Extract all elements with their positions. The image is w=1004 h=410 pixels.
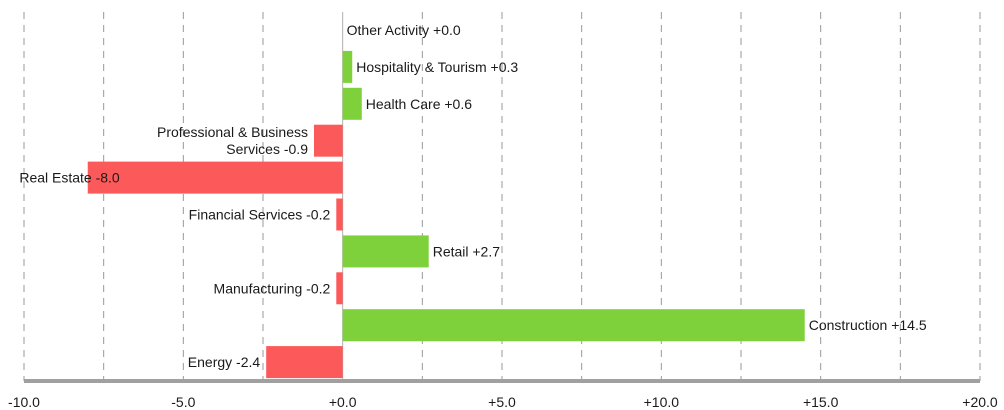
bar — [336, 198, 343, 231]
x-tick-label: +20.0 — [962, 394, 998, 410]
bar-label: Financial Services -0.2 — [189, 207, 331, 223]
bar-labels: Other Activity +0.0 Hospitality & Tourism… — [19, 22, 927, 370]
x-tick-label: -10.0 — [8, 394, 40, 410]
bar-label: Manufacturing -0.2 — [214, 280, 331, 296]
bar-label: Construction +14.5 — [809, 317, 927, 333]
bar — [336, 272, 343, 305]
x-tick-label: +0.0 — [329, 394, 357, 410]
bar — [342, 50, 353, 83]
bar — [342, 235, 429, 268]
bar — [342, 87, 362, 120]
x-tick-label: -5.0 — [171, 394, 195, 410]
bar — [266, 346, 343, 379]
bar-label: Professional & Business Services -0.9 — [157, 124, 308, 157]
bar-label: Other Activity +0.0 — [347, 22, 461, 38]
bar-label: Real Estate -8.0 — [19, 170, 120, 186]
bar — [313, 124, 343, 157]
bars — [87, 50, 805, 379]
x-tick-label: +15.0 — [803, 394, 839, 410]
x-tick-label: +10.0 — [644, 394, 680, 410]
bar — [87, 161, 343, 194]
x-axis: -10.0 -5.0 +0.0 +5.0 +10.0 +15.0 +20.0 — [8, 379, 998, 410]
bar — [342, 309, 805, 342]
bar-label: Hospitality & Tourism +0.3 — [356, 59, 518, 75]
bar-label: Retail +2.7 — [433, 243, 501, 259]
x-tick-label: +5.0 — [488, 394, 516, 410]
bar-label: Health Care +0.6 — [366, 96, 472, 112]
bar-label: Energy -2.4 — [188, 354, 261, 370]
